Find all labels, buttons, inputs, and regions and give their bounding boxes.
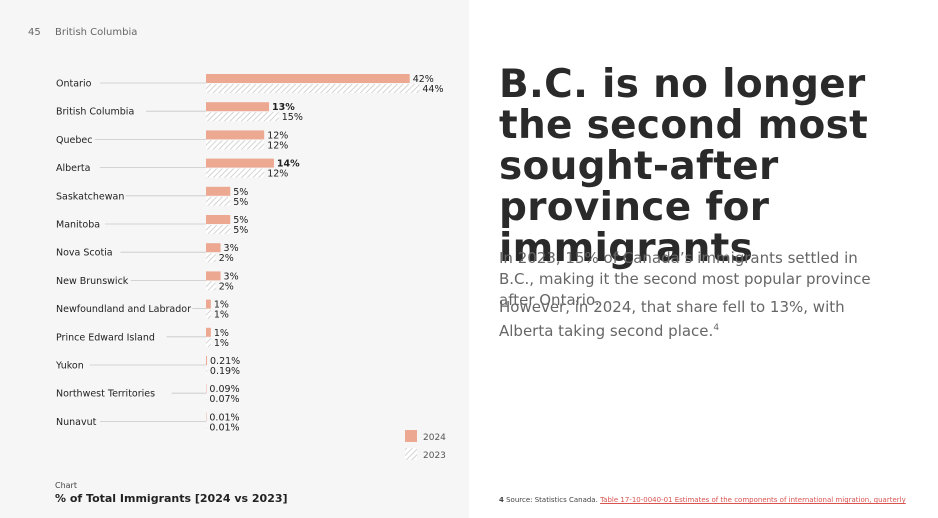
category-label: Prince Edward Island (56, 332, 155, 343)
chart-panel: 45 British Columbia Ontario 42% 44% British… (28, 27, 447, 505)
text-panel (469, 0, 938, 518)
data-label-2024: 42% (413, 74, 434, 85)
data-label-2023: 1% (214, 310, 229, 321)
data-label-2023: 12% (267, 169, 288, 180)
data-label-2024: 13% (272, 102, 295, 113)
category-label: New Brunswick (56, 276, 129, 287)
bar-2024 (206, 243, 221, 253)
footnote: 4 Source: Statistics Canada. Table 17-10… (499, 496, 906, 504)
data-label-2023: 44% (422, 84, 443, 95)
bar-2024 (206, 74, 410, 83)
data-label-2024: 5% (233, 215, 248, 226)
category-label: Saskatchewan (56, 191, 124, 202)
bar-2024 (206, 158, 274, 168)
chart-caption-label: Chart (55, 481, 77, 490)
section-title: British Columbia (55, 27, 138, 38)
bar-2023 (206, 112, 279, 122)
legend-label-2024: 2024 (423, 433, 446, 443)
data-label-2023: 1% (214, 338, 229, 349)
footnote-link[interactable]: Table 17-10-0040-01 Estimates of the com… (600, 496, 906, 504)
data-label-2024: 3% (224, 271, 239, 282)
headline: B.C. is no longer the second most sought… (499, 62, 869, 271)
data-label-2024: 5% (233, 187, 248, 198)
data-label-2024: 0.01% (209, 412, 239, 423)
data-label-2023: 2% (219, 281, 234, 292)
category-label: Manitoba (56, 220, 100, 231)
category-label: Alberta (56, 163, 90, 174)
category-label: Yukon (55, 361, 84, 372)
category-label: Nunavut (56, 417, 97, 428)
data-label-2023: 0.01% (209, 422, 239, 433)
category-label: British Columbia (56, 107, 134, 118)
bar-2023 (206, 84, 420, 93)
data-label-2023: 0.07% (209, 394, 239, 405)
category-label: Nova Scotia (56, 248, 113, 259)
data-label-2024: 0.21% (210, 356, 240, 367)
data-label-2024: 12% (267, 130, 288, 141)
bar-2023 (206, 168, 265, 178)
bar-2023 (206, 196, 231, 206)
paragraph-2-text: However, in 2024, that share fell to 13%… (499, 298, 845, 340)
bar-2024 (206, 271, 221, 281)
category-label: Northwest Territories (56, 389, 155, 400)
category-label: Ontario (56, 79, 92, 90)
data-label-2023: 12% (267, 140, 288, 151)
data-label-2023: 5% (233, 197, 248, 208)
paragraph-2: However, in 2024, that share fell to 13%… (499, 297, 894, 342)
bar-2024 (206, 186, 231, 196)
category-label: Quebec (56, 135, 92, 146)
chart-caption-title: % of Total Immigrants [2024 vs 2023] (55, 492, 288, 505)
bar-2023 (206, 337, 211, 347)
footnote-number: 4 (499, 496, 504, 504)
legend-swatch-2023 (405, 448, 417, 460)
page-number: 45 (28, 27, 41, 38)
footnote-source: Source: Statistics Canada. (506, 496, 598, 504)
bar-2023 (206, 366, 207, 375)
category-label: Newfoundland and Labrador (56, 304, 191, 315)
bar-2024 (206, 356, 208, 365)
data-label-2023: 15% (282, 112, 303, 123)
data-label-2024: 0.09% (209, 384, 239, 395)
data-label-2023: 0.19% (210, 366, 240, 377)
data-label-2023: 2% (219, 253, 234, 264)
data-label-2024: 14% (277, 159, 300, 170)
bar-2023 (206, 140, 265, 150)
legend-label-2023: 2023 (423, 451, 446, 461)
legend-swatch-2024 (405, 430, 417, 442)
data-label-2024: 1% (214, 328, 229, 339)
footnote-ref: 4 (713, 323, 720, 333)
data-label-2024: 1% (214, 300, 229, 311)
paragraph-1: In 2023, 15% of Canada’s immigrants sett… (499, 249, 871, 309)
bar-2024 (206, 130, 265, 140)
bar-2024 (206, 299, 211, 309)
bar-2024 (206, 102, 270, 112)
bar-2023 (206, 253, 216, 263)
bar-chart: Ontario 42%44% British Columbia 13%15% Quebe… (55, 74, 446, 461)
bar-2024 (206, 327, 211, 337)
bar-2023 (206, 225, 231, 234)
bar-2023 (206, 309, 211, 319)
data-label-2024: 3% (224, 243, 239, 254)
data-label-2023: 5% (233, 225, 248, 236)
bar-2023 (206, 281, 216, 291)
bar-2024 (206, 215, 231, 224)
